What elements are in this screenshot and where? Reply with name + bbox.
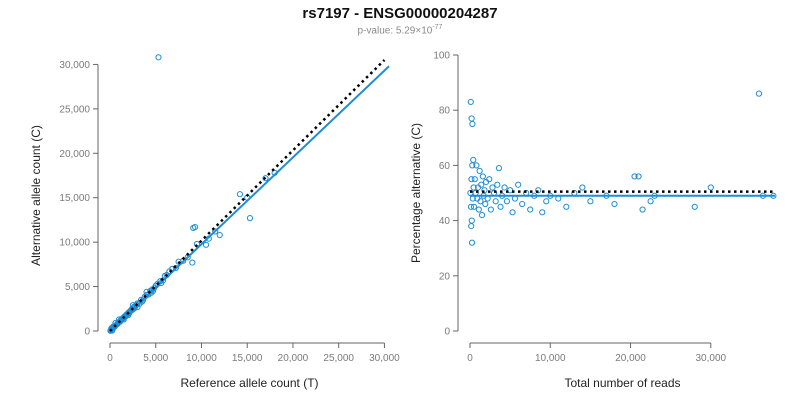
data-point (468, 239, 476, 246)
data-point (473, 162, 480, 169)
y-tick-label: 100 (433, 51, 450, 62)
y-tick-label: 20,000 (59, 149, 90, 160)
y-tick-label: 0 (84, 327, 90, 338)
y-tick-label: 10,000 (59, 238, 90, 249)
x-tick-label: 20,000 (615, 353, 646, 364)
data-point (611, 200, 618, 208)
y-tick-label: 5,000 (65, 282, 90, 293)
data-point (470, 184, 477, 191)
fit-line (109, 65, 390, 332)
y-axis-label: Alternative allele count (C) (29, 125, 43, 266)
data-point (478, 181, 485, 188)
y-tick-label: 15,000 (59, 193, 90, 204)
data-point (468, 176, 475, 183)
page-title: rs7197 - ENSG00000204287 (302, 5, 498, 22)
x-tick-label: 15,000 (232, 353, 263, 364)
data-point (563, 203, 570, 210)
data-point (262, 175, 269, 182)
data-point (497, 203, 504, 210)
data-point (189, 259, 196, 266)
y-tick-label: 60 (439, 161, 451, 172)
data-point (587, 198, 594, 205)
data-point (482, 200, 489, 208)
data-point (470, 156, 477, 163)
y-tick-label: 30,000 (59, 60, 90, 71)
data-point (579, 184, 586, 191)
data-point (468, 115, 475, 122)
data-point (467, 203, 475, 210)
reference-line (109, 59, 386, 332)
data-point (503, 198, 511, 205)
chart-percentage-alternative: 0 20 40 60 80 100 0 10,000 20,000 30,000 Total num… (409, 51, 777, 390)
data-point (246, 215, 254, 222)
data-point (107, 327, 114, 334)
data-point (138, 298, 146, 305)
data-point (471, 176, 478, 183)
data-point (509, 209, 516, 216)
data-point (539, 209, 546, 216)
data-point (501, 184, 508, 191)
data-point (495, 165, 502, 172)
chart-allele-counts: 0 5,000 10,000 15,000 20,000 25,000 30,000 0 5,0… (29, 54, 400, 390)
data-point (489, 184, 496, 191)
data-point (479, 173, 486, 180)
data-point (469, 162, 476, 169)
data-point (527, 206, 534, 213)
data-point (477, 198, 484, 205)
data-point (468, 217, 475, 224)
data-point (639, 206, 646, 213)
data-point (486, 176, 493, 183)
data-point (492, 198, 499, 205)
data-point (647, 198, 654, 205)
data-point (635, 173, 642, 180)
data-point (467, 98, 474, 106)
y-tick-label: 80 (439, 106, 451, 117)
data-point (494, 181, 501, 188)
x-tick-label: 30,000 (369, 353, 400, 364)
x-axis-label: Reference allele count (T) (180, 376, 318, 390)
data-point (468, 223, 475, 230)
x-tick-label: 0 (107, 353, 113, 364)
data-point (543, 198, 550, 205)
data-point (755, 90, 763, 97)
y-tick-label: 25,000 (59, 104, 90, 115)
data-point (707, 184, 714, 191)
y-tick-label: 20 (439, 271, 451, 282)
data-point (175, 258, 182, 265)
data-point (172, 264, 179, 272)
data-point (507, 187, 514, 194)
data-point (515, 181, 522, 188)
data-point (478, 211, 486, 219)
data-point (476, 167, 483, 175)
page-subtitle: p-value: 5.29×10-77 (357, 24, 443, 37)
data-point (155, 54, 162, 61)
data-point (236, 191, 243, 198)
x-tick-label: 25,000 (323, 353, 354, 364)
data-point (470, 203, 478, 210)
data-point (519, 200, 526, 208)
x-tick-label: 0 (467, 353, 473, 364)
data-point (212, 228, 219, 235)
x-tick-label: 5,000 (143, 353, 168, 364)
x-axis-label: Total number of reads (564, 376, 680, 390)
data-point (487, 206, 494, 213)
x-tick-label: 10,000 (186, 353, 217, 364)
x-tick-label: 10,000 (535, 353, 566, 364)
data-point (191, 223, 199, 231)
data-point (469, 120, 476, 128)
y-axis-label: Percentage alternative (C) (409, 123, 423, 263)
y-tick-label: 0 (444, 327, 450, 338)
x-tick-label: 30,000 (695, 353, 726, 364)
data-point (631, 173, 638, 180)
x-tick-label: 20,000 (278, 353, 309, 364)
data-point (475, 206, 482, 213)
data-point (691, 203, 698, 210)
data-point (216, 231, 223, 239)
y-tick-label: 40 (439, 216, 451, 227)
data-point (202, 241, 210, 248)
